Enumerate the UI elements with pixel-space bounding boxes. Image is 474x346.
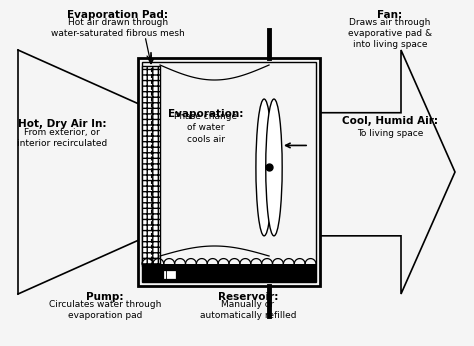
Bar (138, 58, 320, 286)
Bar (142, 62, 316, 282)
Text: Pump:: Pump: (86, 292, 124, 302)
Text: Hot air drawn through
water-saturated fibrous mesh: Hot air drawn through water-saturated fi… (51, 18, 185, 38)
Text: Reservoir:: Reservoir: (218, 292, 278, 302)
Text: Evaporation:: Evaporation: (168, 109, 244, 119)
Bar (142, 66, 160, 266)
Text: Circulates water through
evaporation pad: Circulates water through evaporation pad (49, 300, 161, 320)
Bar (163, 270, 176, 279)
Ellipse shape (256, 99, 273, 236)
Ellipse shape (266, 99, 282, 236)
Text: Fan:: Fan: (377, 10, 402, 20)
Polygon shape (320, 50, 455, 294)
Text: Manually or
automatically refilled: Manually or automatically refilled (200, 300, 296, 320)
Bar (142, 264, 316, 282)
Text: Evaporation Pad:: Evaporation Pad: (67, 10, 168, 20)
Text: Phase change
of water
cools air: Phase change of water cools air (174, 112, 237, 144)
Text: Draws air through
evaporative pad &
into living space: Draws air through evaporative pad & into… (348, 18, 432, 49)
Text: Hot, Dry Air In:: Hot, Dry Air In: (18, 119, 106, 129)
Text: To living space: To living space (357, 128, 423, 137)
Text: Cool, Humid Air:: Cool, Humid Air: (342, 116, 438, 126)
Text: From exterior, or
interior recirculated: From exterior, or interior recirculated (17, 128, 107, 148)
